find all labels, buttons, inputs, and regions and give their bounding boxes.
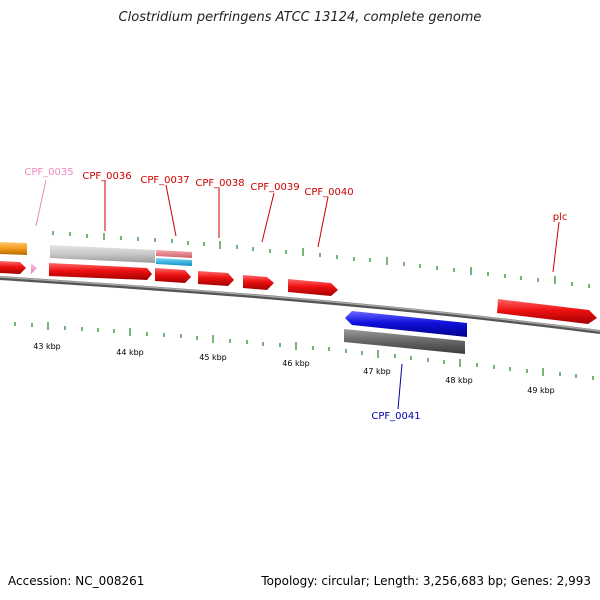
cds-arrow[interactable] — [288, 279, 338, 296]
dark-gray-feature[interactable] — [344, 329, 465, 354]
gene-label-cpf-0041[interactable]: CPF_0041 — [371, 411, 420, 422]
reverse-cds-track — [344, 311, 467, 354]
outer-tick-track — [52, 231, 590, 288]
scale-label: 43 kbp — [33, 342, 61, 351]
gene-label-cpf-0037[interactable]: CPF_0037 — [140, 175, 189, 186]
scale-label: 49 kbp — [527, 386, 555, 395]
gene-label-cpf-0039[interactable]: CPF_0039 — [250, 182, 299, 193]
cds-arrow[interactable] — [243, 275, 274, 290]
scale-labels: 43 kbp 44 kbp 45 kbp 46 kbp 47 kbp 48 kb… — [33, 342, 555, 395]
inner-tick-track — [14, 322, 594, 380]
gene-label-plc[interactable]: plc — [553, 212, 568, 223]
cds-arrow-reverse[interactable] — [345, 311, 467, 337]
cyan-feature[interactable] — [156, 258, 192, 266]
gene-label-cpf-0035[interactable]: CPF_0035 — [24, 167, 73, 178]
upper-feature-track — [0, 242, 192, 266]
scale-label: 44 kbp — [116, 348, 144, 357]
cds-arrow[interactable] — [0, 261, 26, 274]
cds-arrow[interactable] — [49, 263, 152, 280]
scale-label: 48 kbp — [445, 376, 473, 385]
salmon-feature[interactable] — [156, 250, 192, 258]
gene-label-cpf-0038[interactable]: CPF_0038 — [195, 178, 244, 189]
genome-meta-label: Topology: circular; Length: 3,256,683 bp… — [261, 574, 591, 588]
forward-cds-track — [0, 261, 597, 324]
cds-arrow[interactable] — [155, 268, 191, 283]
orange-feature[interactable] — [0, 242, 27, 255]
backbone — [0, 276, 600, 334]
gene-labels: CPF_0035 CPF_0036 CPF_0037 CPF_0038 CPF_… — [24, 167, 567, 422]
light-gray-feature[interactable] — [50, 245, 155, 263]
cds-arrow[interactable] — [198, 271, 234, 286]
scale-label: 45 kbp — [199, 353, 227, 362]
scale-label: 46 kbp — [282, 359, 310, 368]
cds-arrow[interactable] — [497, 299, 597, 324]
label-leaders — [35, 179, 560, 410]
gene-label-cpf-0040[interactable]: CPF_0040 — [304, 187, 353, 198]
scale-label: 47 kbp — [363, 367, 391, 376]
gene-label-cpf-0036[interactable]: CPF_0036 — [82, 171, 131, 182]
pseudo-arrow[interactable] — [31, 263, 37, 274]
accession-label: Accession: NC_008261 — [8, 574, 145, 588]
map-title: Clostridium perfringens ATCC 13124, comp… — [118, 10, 482, 25]
